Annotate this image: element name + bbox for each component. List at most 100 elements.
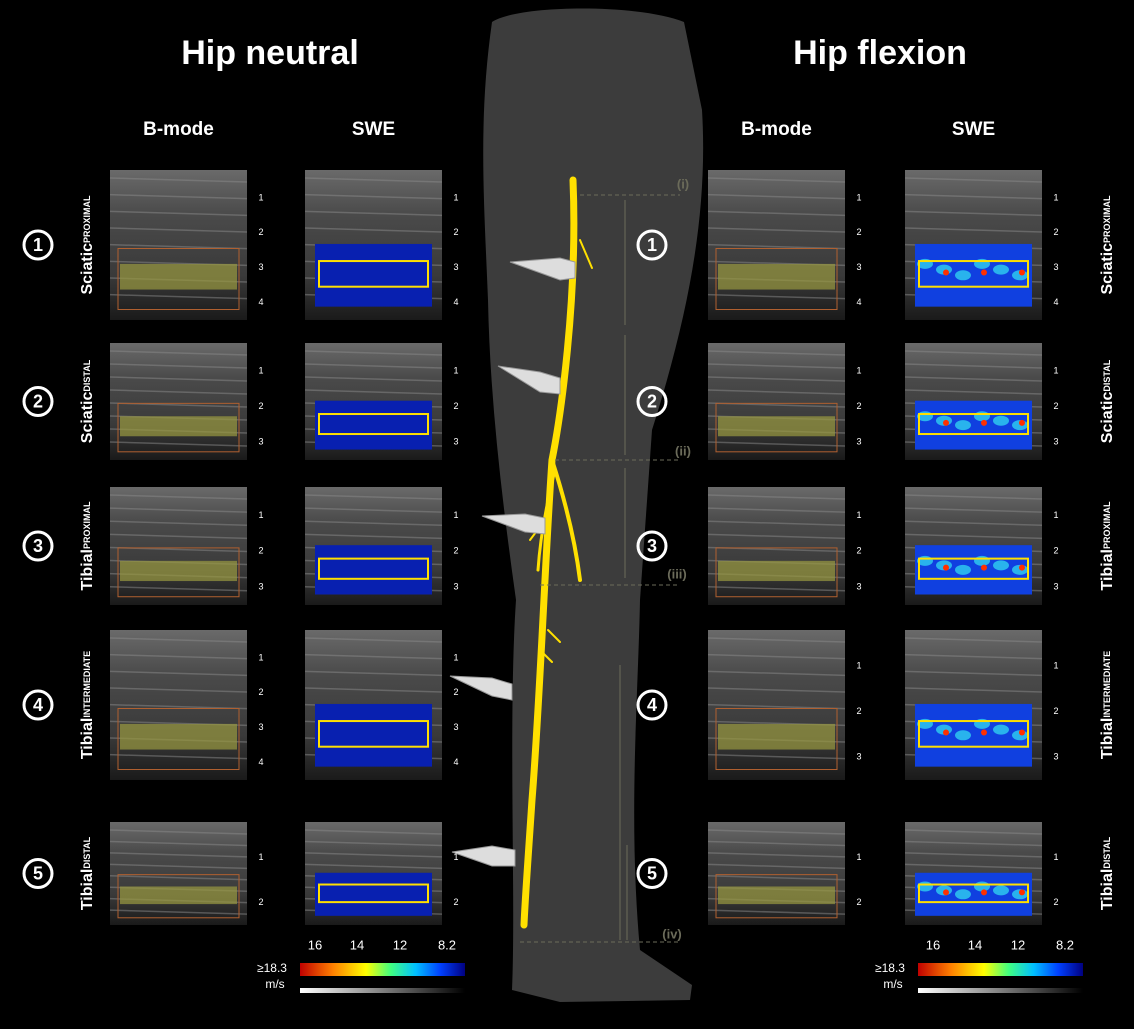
depth-label: 2 [1053, 706, 1058, 716]
site-sub: DISTAL [82, 836, 92, 868]
depth-label: 2 [856, 706, 861, 716]
depth-label: 3 [258, 722, 263, 732]
swe-map [315, 545, 432, 594]
ultrasound-image [110, 822, 247, 925]
colorbar-label: 14 [350, 937, 364, 952]
depth-label: 2 [856, 546, 861, 556]
site-sub: PROXIMAL [82, 501, 92, 549]
swe-hot [1019, 889, 1025, 895]
depth-label: 2 [453, 687, 458, 697]
ultrasound-image [110, 170, 247, 320]
swe-hot [981, 889, 987, 895]
swe-map [315, 244, 432, 307]
depth-label: 3 [453, 437, 458, 447]
ultrasound-image [305, 487, 442, 605]
nerve-band [120, 886, 237, 904]
swe-hot [981, 565, 987, 571]
nerve-band [120, 264, 237, 290]
site-sub: PROXIMAL [82, 195, 92, 243]
column-title: B-mode [143, 119, 214, 140]
site-name: Tibial [79, 869, 96, 911]
ultrasound-image [708, 822, 845, 925]
ultrasound-image [905, 630, 1042, 780]
grey-bar [918, 988, 1083, 993]
depth-label: 2 [453, 227, 458, 237]
ultrasound-image [305, 343, 442, 460]
swe-blob [974, 881, 990, 891]
depth-label: 1 [856, 661, 861, 671]
depth-label: 2 [258, 546, 263, 556]
site-sub: DISTAL [1102, 836, 1112, 868]
swe-hot [943, 889, 949, 895]
nerve-band [120, 416, 237, 436]
ultrasound-image [708, 343, 845, 460]
swe-blob [993, 560, 1009, 570]
nerve-band [120, 724, 237, 750]
depth-label: 4 [258, 297, 263, 307]
depth-label: 2 [1053, 401, 1058, 411]
depth-label: 4 [453, 757, 458, 767]
landmark-label: (iii) [667, 566, 687, 581]
swe-hot [943, 565, 949, 571]
swe-blob [955, 565, 971, 575]
depth-label: 1 [258, 652, 263, 662]
landmark-label: (i) [677, 176, 689, 191]
site-sub: PROXIMAL [1102, 501, 1112, 549]
depth-label: 2 [1053, 897, 1058, 907]
depth-label: 1 [453, 652, 458, 662]
depth-label: 1 [453, 852, 458, 862]
nerve-band [718, 886, 835, 904]
image-bg [110, 822, 247, 925]
depth-label: 3 [856, 581, 861, 591]
site-number: 2 [647, 391, 657, 411]
site-name: Tibial [79, 718, 96, 760]
swe-blob [993, 416, 1009, 426]
depth-label: 2 [258, 687, 263, 697]
depth-label: 1 [856, 366, 861, 376]
depth-label: 3 [1053, 262, 1058, 272]
depth-label: 3 [258, 581, 263, 591]
depth-label: 3 [453, 581, 458, 591]
colorbar-label: 8.2 [1056, 937, 1074, 952]
site-name: Tibial [79, 549, 96, 591]
nerve-band [718, 264, 835, 290]
grey-bar [300, 988, 465, 993]
ultrasound-image [905, 170, 1042, 320]
site-name: Tibial [1099, 549, 1116, 591]
ultrasound-image [110, 343, 247, 460]
ultrasound-image [305, 170, 442, 320]
depth-label: 3 [856, 752, 861, 762]
depth-label: 1 [856, 510, 861, 520]
depth-label: 1 [453, 510, 458, 520]
depth-label: 2 [1053, 546, 1058, 556]
ultrasound-image [905, 343, 1042, 460]
colorbar-max: ≥18.3 [875, 961, 905, 975]
site-number: 3 [647, 536, 657, 556]
site-sub: DISTAL [1102, 359, 1112, 391]
colorbar-unit: m/s [265, 977, 284, 991]
colorbar-label: 14 [968, 937, 982, 952]
site-sub: INTERMEDIATE [82, 651, 92, 718]
depth-label: 1 [258, 192, 263, 202]
colorbar [918, 963, 1083, 976]
panel-title: Hip neutral [181, 34, 359, 72]
colorbar-label: 16 [926, 937, 940, 952]
depth-label: 3 [258, 437, 263, 447]
depth-label: 1 [1053, 852, 1058, 862]
column-title: B-mode [741, 119, 812, 140]
depth-label: 2 [258, 897, 263, 907]
site-number: 1 [647, 235, 657, 255]
swe-hot [981, 420, 987, 426]
depth-label: 2 [453, 546, 458, 556]
swe-blob [993, 885, 1009, 895]
depth-label: 1 [1053, 510, 1058, 520]
colorbar-label: 12 [393, 937, 407, 952]
swe-blob [974, 411, 990, 421]
site-name: Tibial [1099, 869, 1116, 911]
ultrasound-image [110, 487, 247, 605]
site-name: Sciatic [79, 243, 96, 295]
site-sub: INTERMEDIATE [1102, 651, 1112, 718]
depth-label: 3 [453, 722, 458, 732]
colorbar-unit: m/s [883, 977, 902, 991]
colorbar-label: 12 [1011, 937, 1025, 952]
